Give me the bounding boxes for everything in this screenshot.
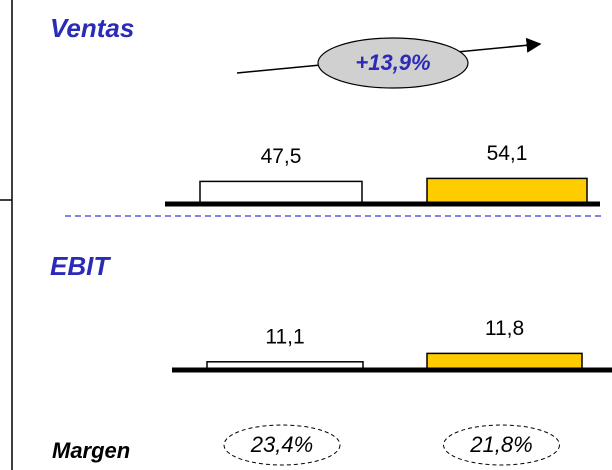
chart-title: EBIT <box>50 251 111 281</box>
margin-ellipse <box>443 424 560 466</box>
margin-label: 21,8% <box>469 432 532 457</box>
bar <box>426 352 583 370</box>
bar <box>199 180 363 204</box>
margin-ellipse <box>223 424 341 466</box>
value-label: 11,8 <box>485 317 524 340</box>
chart-title: Ventas <box>50 13 134 43</box>
growth-bubble <box>317 37 469 89</box>
value-label: 54,1 <box>487 142 528 165</box>
bar <box>426 177 588 204</box>
margin-title: Margen <box>52 438 130 463</box>
value-label: 47,5 <box>261 145 302 168</box>
value-label: 11,1 <box>265 325 304 348</box>
margin-label: 23,4% <box>250 432 313 457</box>
growth-label: +13,9% <box>355 50 430 75</box>
